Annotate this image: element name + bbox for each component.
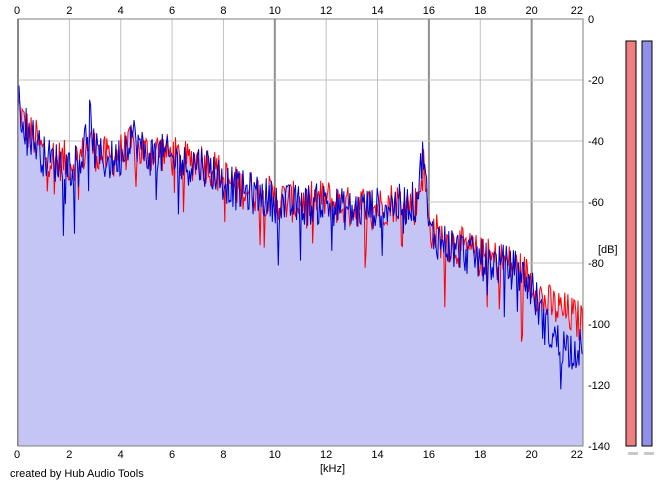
level-meter-right-shadow [644,452,654,455]
x-tick-label: 18 [474,449,486,461]
x-tick-label: 10 [269,449,281,461]
x-tick-label: 2 [66,449,72,461]
spectrum-series [17,85,584,390]
x-tick-labels-bottom: 0 2 4 6 8 10 12 14 16 18 20 22 [14,449,583,461]
level-meter-left [625,40,637,447]
credit-text: created by Hub Audio Tools [10,468,144,480]
x-tick-label: 20 [526,5,538,17]
y-tick-label: 0 [588,14,594,26]
x-tick-labels-top: 0 2 4 6 8 10 12 14 16 18 20 22 [14,5,583,17]
x-tick-label: 22 [571,449,583,461]
x-tick-label: 4 [118,449,124,461]
x-tick-label: 2 [66,5,72,17]
x-tick-label: 8 [220,5,226,17]
x-tick-label: 4 [118,5,124,17]
y-tick-label: -120 [588,380,610,392]
x-tick-label: 0 [14,449,20,461]
x-tick-label: 18 [474,5,486,17]
x-tick-label: 14 [371,5,383,17]
x-tick-label: 14 [371,449,383,461]
plot-border [17,18,584,447]
x-tick-label: 16 [423,449,435,461]
x-axis-label: [kHz] [320,463,345,475]
y-tick-label: -20 [588,75,604,87]
x-tick-label: 8 [220,449,226,461]
x-tick-label: 16 [423,5,435,17]
spectrum-area [18,85,583,446]
series-line-2 [17,85,584,390]
x-tick-label: 12 [320,5,332,17]
x-tick-label: 0 [14,5,20,17]
level-meter-left-shadow [628,452,638,455]
level-meter-right [641,40,653,447]
x-tick-label: 6 [169,5,175,17]
spectrum-fill [18,85,583,446]
y-tick-label: -140 [588,441,610,453]
y-tick-label: -40 [588,136,604,148]
y-axis-label: [dB] [598,244,618,256]
x-tick-label: 12 [320,449,332,461]
y-tick-label: -60 [588,197,604,209]
level-meters [625,40,654,455]
x-tick-label: 22 [571,5,583,17]
y-tick-labels: 0 -20 -40 -60 -80 -100 -120 -140 [588,14,610,453]
x-tick-label: 20 [526,449,538,461]
x-tick-label: 6 [169,449,175,461]
y-tick-label: -100 [588,319,610,331]
x-tick-label: 10 [269,5,281,17]
y-tick-label: -80 [588,258,604,270]
